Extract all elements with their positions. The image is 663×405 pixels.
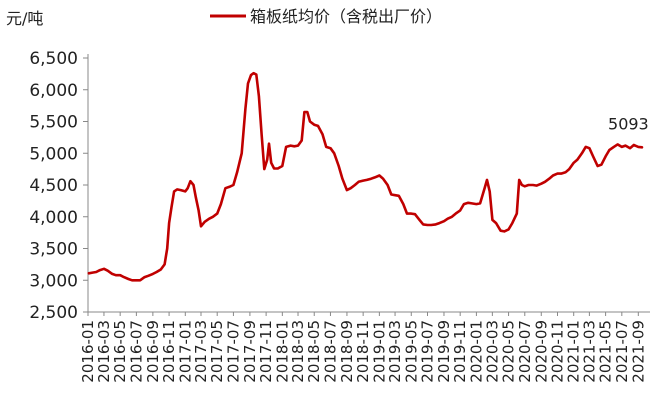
- x-tick-label: 2016-09: [144, 320, 162, 383]
- x-tick-label: 2021-07: [613, 320, 631, 383]
- y-tick-label: 4,000: [29, 208, 78, 228]
- x-tick-label: 2017-05: [208, 320, 226, 383]
- y-axis: 2,500 3,000 3,500 4,000 4,500 5,000 5,500 6,000…: [29, 49, 89, 323]
- x-tick-label: 2021-05: [597, 320, 615, 383]
- x-tick-label: 2016-11: [160, 320, 178, 383]
- x-tick-label: 2017-07: [224, 320, 242, 383]
- x-tick-label: 2019-11: [451, 320, 469, 383]
- y-tick-label: 4,500: [29, 176, 78, 196]
- legend-label: 箱板纸均价（含税出厂价）: [250, 7, 442, 26]
- x-tick-label: 2018-05: [305, 320, 323, 383]
- x-tick-label: 2016-01: [79, 320, 97, 383]
- y-tick-label: 5,000: [29, 144, 78, 164]
- series-line: [87, 71, 644, 282]
- x-tick-label: 2018-03: [289, 320, 307, 383]
- x-tick-label: 2021-01: [565, 320, 583, 383]
- x-tick-label: 2018-11: [354, 320, 372, 383]
- x-tick-label: 2021-03: [580, 320, 598, 383]
- plot-area: [87, 71, 644, 282]
- y-tick-label: 3,000: [29, 271, 78, 291]
- y-unit-label: 元/吨: [6, 9, 43, 28]
- x-axis: 2016-012016-032016-052016-072016-092016-…: [79, 311, 650, 383]
- x-tick-label: 2016-07: [127, 320, 145, 383]
- data-label: 5093: [608, 114, 649, 133]
- y-tick-label: 6,500: [29, 49, 78, 69]
- x-tick-label: 2021-09: [629, 320, 647, 383]
- x-tick-label: 2019-05: [402, 320, 420, 383]
- x-tick-label: 2018-07: [321, 320, 339, 383]
- x-tick-label: 2019-09: [435, 320, 453, 383]
- y-tick-label: 3,500: [29, 240, 78, 260]
- x-tick-label: 2017-09: [241, 320, 259, 383]
- annotations: 5093: [608, 114, 649, 133]
- x-tick-label: 2017-01: [176, 320, 194, 383]
- x-tick-label: 2020-09: [532, 320, 550, 383]
- x-tick-label: 2020-03: [483, 320, 501, 383]
- x-tick-label: 2019-07: [418, 320, 436, 383]
- x-tick-label: 2016-05: [111, 320, 129, 383]
- legend: 箱板纸均价（含税出厂价）: [210, 7, 442, 26]
- x-tick-label: 2020-01: [467, 320, 485, 383]
- x-tick-label: 2017-03: [192, 320, 210, 383]
- x-tick-label: 2016-03: [95, 320, 113, 383]
- x-tick-label: 2017-11: [257, 320, 275, 383]
- x-tick-label: 2019-01: [370, 320, 388, 383]
- x-tick-label: 2020-07: [516, 320, 534, 383]
- y-tick-label: 2,500: [29, 303, 78, 323]
- x-tick-label: 2018-09: [338, 320, 356, 383]
- x-tick-label: 2018-01: [273, 320, 291, 383]
- y-tick-label: 6,000: [29, 81, 78, 101]
- x-tick-label: 2020-11: [548, 320, 566, 383]
- x-tick-label: 2020-05: [500, 320, 518, 383]
- y-tick-label: 5,500: [29, 113, 78, 133]
- x-tick-label: 2019-03: [386, 320, 404, 383]
